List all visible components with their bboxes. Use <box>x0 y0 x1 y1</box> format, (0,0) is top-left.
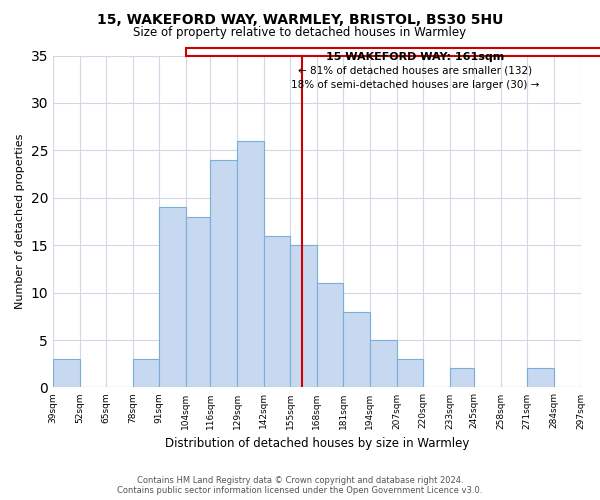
Bar <box>186 216 211 388</box>
Bar <box>581 378 600 388</box>
Bar <box>211 160 237 388</box>
Text: ← 81% of detached houses are smaller (132): ← 81% of detached houses are smaller (13… <box>298 66 532 76</box>
Bar <box>290 245 317 388</box>
Bar <box>317 283 343 388</box>
X-axis label: Distribution of detached houses by size in Warmley: Distribution of detached houses by size … <box>164 437 469 450</box>
Bar <box>343 312 370 388</box>
Bar <box>449 368 474 388</box>
Text: 15 WAKEFORD WAY: 161sqm: 15 WAKEFORD WAY: 161sqm <box>326 52 504 62</box>
Text: 18% of semi-detached houses are larger (30) →: 18% of semi-detached houses are larger (… <box>291 80 539 90</box>
Bar <box>527 368 554 388</box>
Text: Size of property relative to detached houses in Warmley: Size of property relative to detached ho… <box>133 26 467 39</box>
Bar <box>160 207 186 388</box>
Text: Contains HM Land Registry data © Crown copyright and database right 2024.
Contai: Contains HM Land Registry data © Crown c… <box>118 476 482 495</box>
Text: 15, WAKEFORD WAY, WARMLEY, BRISTOL, BS30 5HU: 15, WAKEFORD WAY, WARMLEY, BRISTOL, BS30… <box>97 12 503 26</box>
Bar <box>370 340 397 388</box>
Y-axis label: Number of detached properties: Number of detached properties <box>15 134 25 309</box>
Bar <box>53 359 80 388</box>
Bar <box>237 141 263 388</box>
Bar <box>133 359 160 388</box>
Bar <box>397 359 423 388</box>
Bar <box>263 236 290 388</box>
